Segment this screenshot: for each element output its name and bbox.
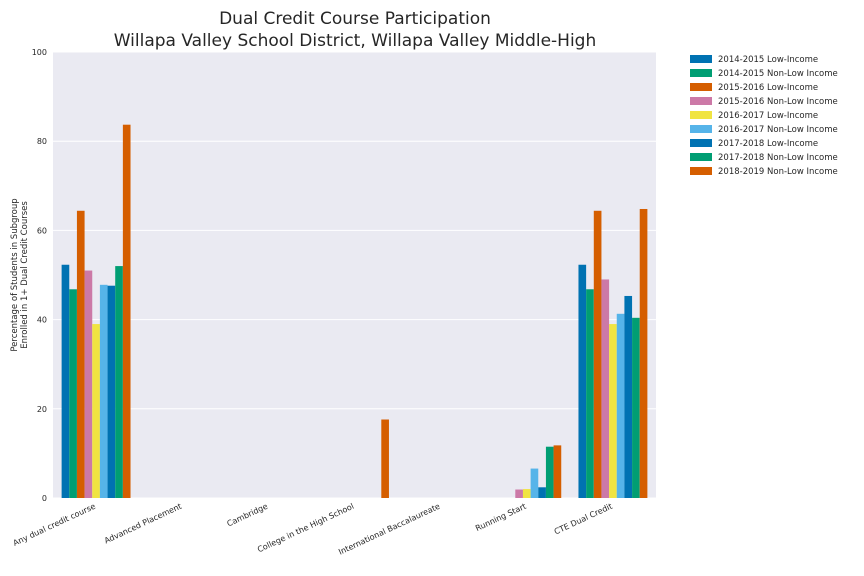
legend-swatch (690, 97, 712, 105)
bar (61, 264, 70, 498)
y-tick-label: 0 (42, 494, 47, 503)
legend-label: 2017-2018 Non-Low Income (718, 153, 838, 163)
bar (522, 489, 531, 498)
bar (639, 208, 648, 498)
bar (553, 445, 562, 498)
bar (107, 285, 116, 498)
bar (76, 210, 85, 498)
legend-label: 2014-2015 Non-Low Income (718, 69, 838, 79)
bar (122, 124, 131, 498)
x-tick-label: Any dual credit course (12, 502, 97, 548)
bars (61, 124, 648, 498)
legend-label: 2016-2017 Non-Low Income (718, 125, 838, 135)
y-tick-label: 80 (37, 137, 47, 146)
legend-label: 2015-2016 Non-Low Income (718, 97, 838, 107)
legend-label: 2014-2015 Low-Income (718, 55, 818, 65)
chart-title-line-1: Dual Credit Course Participation (219, 9, 491, 29)
legend-swatch (690, 83, 712, 91)
legend-label: 2015-2016 Low-Income (718, 83, 818, 93)
bar (601, 279, 610, 498)
legend-label: 2018-2019 Non-Low Income (718, 167, 838, 177)
plot-area (53, 52, 656, 498)
legend-swatch (690, 153, 712, 161)
y-axis-label-line-2: Enrolled in 1+ Dual Credit Courses (20, 201, 30, 349)
bar (538, 487, 546, 498)
y-axis-ticks: 0 20 40 60 80 100 (32, 48, 47, 503)
bar (609, 324, 617, 498)
bar (586, 289, 594, 498)
bar (545, 446, 554, 498)
legend-swatch (690, 167, 712, 175)
bar (381, 419, 389, 498)
bar (593, 210, 602, 498)
bar (578, 264, 587, 498)
legend-swatch (690, 139, 712, 147)
x-tick-label: CTE Dual Credit (553, 502, 614, 537)
y-axis-label-line-1: Percentage of Students in Subgroup (10, 198, 20, 351)
y-tick-label: 100 (32, 48, 47, 57)
bar (69, 289, 77, 498)
y-tick-label: 20 (37, 405, 47, 414)
bar (99, 284, 108, 498)
legend-label: 2017-2018 Low-Income (718, 139, 818, 149)
bar (624, 295, 633, 498)
x-tick-label: Running Start (474, 502, 528, 533)
bar (84, 270, 93, 498)
bar (515, 489, 523, 498)
legend: 2014-2015 Low-Income 2014-2015 Non-Low In… (690, 55, 838, 177)
bar (92, 324, 100, 498)
bar (632, 317, 640, 498)
x-axis-ticks: Any dual credit course Advanced Placement… (12, 502, 614, 557)
legend-label: 2016-2017 Low-Income (718, 111, 818, 121)
legend-swatch (690, 55, 712, 63)
chart-title-line-2: Willapa Valley School District, Willapa … (114, 31, 597, 51)
legend-swatch (690, 111, 712, 119)
y-tick-label: 40 (37, 316, 47, 325)
bar (115, 266, 123, 498)
legend-swatch (690, 125, 712, 133)
x-tick-label: Cambridge (226, 502, 270, 529)
bar (616, 313, 625, 498)
legend-swatch (690, 69, 712, 77)
y-tick-label: 60 (37, 226, 47, 235)
bar (530, 468, 539, 498)
x-tick-label: Advanced Placement (103, 502, 183, 546)
